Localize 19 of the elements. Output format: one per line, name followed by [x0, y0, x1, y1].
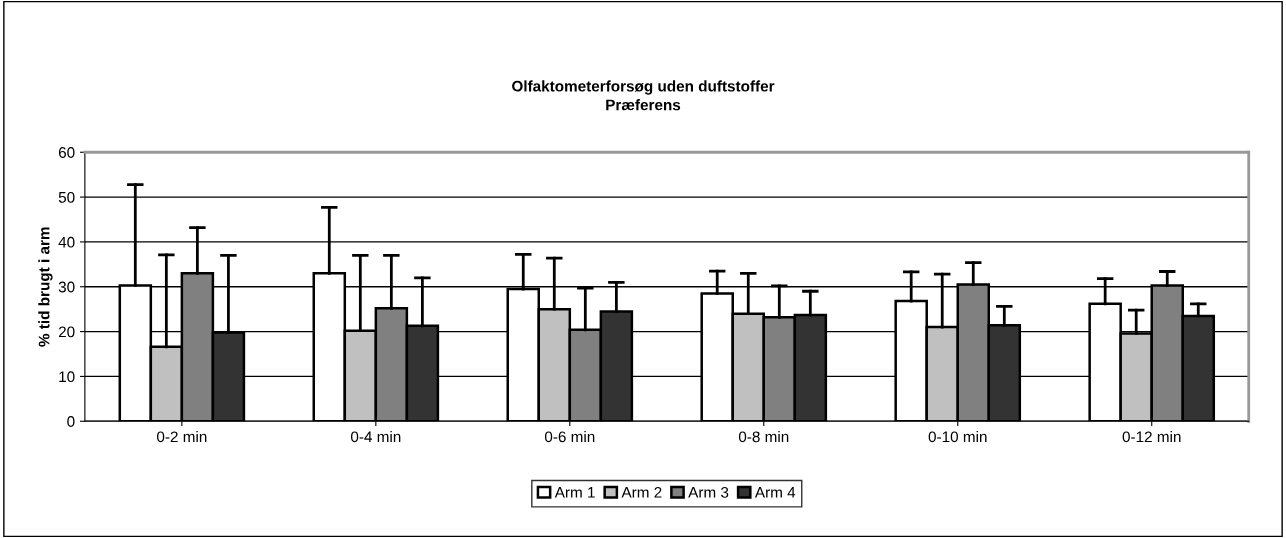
y-tick-label: 60 — [58, 147, 75, 158]
legend-label: Arm 1 — [554, 487, 595, 498]
x-tick-label: 0-8 min — [738, 430, 789, 443]
y-axis-title: % tid brugt i arm — [38, 227, 53, 347]
legend-label: Arm 4 — [754, 487, 796, 498]
y-tick-label: 0 — [67, 416, 75, 427]
y-tick-label: 30 — [58, 281, 75, 293]
y-tick-label: 40 — [58, 236, 75, 248]
y-tick-label: 50 — [58, 191, 75, 203]
legend-label: Arm 3 — [688, 486, 729, 498]
chart-title: Olfaktometerforsøg uden duftstoffer Præferens — [512, 80, 775, 111]
x-tick-label: 0-12 min — [1122, 430, 1181, 443]
x-tick-label: 0-6 min — [544, 430, 595, 443]
x-tick-label: 0-10 min — [928, 430, 987, 443]
x-tick-label: 0-4 min — [350, 430, 401, 443]
legend-label: Arm 2 — [621, 486, 662, 498]
y-tick-label: 20 — [58, 326, 75, 338]
x-tick-label: 0-2 min — [156, 430, 207, 443]
y-tick-label: 10 — [59, 371, 75, 383]
